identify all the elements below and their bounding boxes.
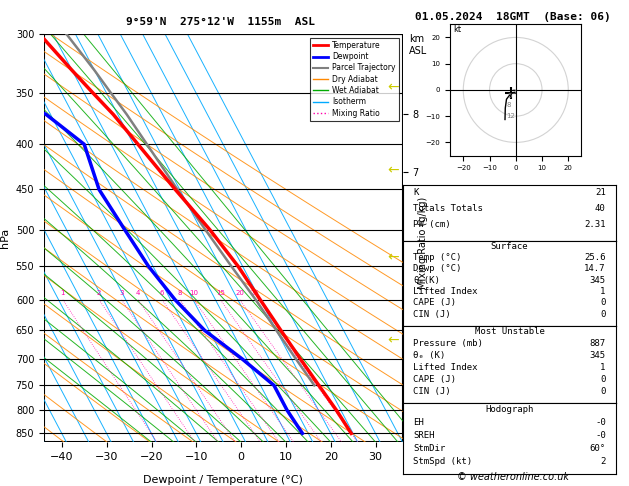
Text: StmDir: StmDir — [413, 444, 445, 453]
Text: EH: EH — [413, 418, 424, 427]
Text: 4: 4 — [136, 290, 140, 295]
Text: θₑ(K): θₑ(K) — [413, 276, 440, 285]
Text: 1: 1 — [60, 290, 65, 295]
Text: 0: 0 — [600, 387, 606, 396]
Text: © weatheronline.co.uk: © weatheronline.co.uk — [457, 472, 569, 482]
Text: 0: 0 — [600, 298, 606, 308]
Text: Dewp (°C): Dewp (°C) — [413, 264, 462, 274]
Text: Lifted Index: Lifted Index — [413, 363, 478, 372]
Text: Pressure (mb): Pressure (mb) — [413, 339, 483, 348]
Text: CAPE (J): CAPE (J) — [413, 298, 456, 308]
X-axis label: Dewpoint / Temperature (°C): Dewpoint / Temperature (°C) — [143, 475, 303, 485]
Text: Temp (°C): Temp (°C) — [413, 253, 462, 262]
Text: -0: -0 — [595, 431, 606, 440]
Text: 60°: 60° — [589, 444, 606, 453]
Text: 21: 21 — [595, 188, 606, 197]
Text: 14.7: 14.7 — [584, 264, 606, 274]
Text: θₑ (K): θₑ (K) — [413, 351, 445, 360]
Text: StmSpd (kt): StmSpd (kt) — [413, 456, 472, 466]
Text: ←: ← — [387, 333, 399, 347]
Text: 5: 5 — [508, 93, 512, 99]
Text: 345: 345 — [589, 276, 606, 285]
Text: Mixing Ratio (g/kg): Mixing Ratio (g/kg) — [418, 197, 428, 289]
Text: 1: 1 — [600, 287, 606, 296]
Text: 345: 345 — [589, 351, 606, 360]
Text: Hodograph: Hodograph — [486, 405, 533, 414]
Text: 2.31: 2.31 — [584, 220, 606, 229]
Text: PW (cm): PW (cm) — [413, 220, 451, 229]
Text: 01.05.2024  18GMT  (Base: 06): 01.05.2024 18GMT (Base: 06) — [415, 12, 611, 22]
Text: 1: 1 — [600, 363, 606, 372]
Text: -0: -0 — [595, 418, 606, 427]
Text: Totals Totals: Totals Totals — [413, 204, 483, 213]
Text: 3: 3 — [511, 88, 516, 95]
Text: ←: ← — [387, 81, 399, 94]
Text: 25: 25 — [251, 290, 260, 295]
Text: 40: 40 — [595, 204, 606, 213]
Text: K: K — [413, 188, 419, 197]
Text: SREH: SREH — [413, 431, 435, 440]
Text: 2: 2 — [600, 456, 606, 466]
Text: 20: 20 — [235, 290, 244, 295]
Text: 25.6: 25.6 — [584, 253, 606, 262]
Text: Surface: Surface — [491, 242, 528, 251]
Text: 12: 12 — [506, 113, 515, 119]
Text: Most Unstable: Most Unstable — [474, 327, 545, 336]
Text: 8: 8 — [177, 290, 182, 295]
Text: 0: 0 — [600, 375, 606, 384]
Text: 2: 2 — [97, 290, 101, 295]
Text: 9°59'N  275°12'W  1155m  ASL: 9°59'N 275°12'W 1155m ASL — [126, 17, 314, 27]
Text: CAPE (J): CAPE (J) — [413, 375, 456, 384]
Text: 10: 10 — [189, 290, 199, 295]
Text: km
ASL: km ASL — [409, 34, 427, 55]
Text: 887: 887 — [589, 339, 606, 348]
Text: LCL: LCL — [409, 384, 425, 393]
Text: CIN (J): CIN (J) — [413, 387, 451, 396]
Text: 6: 6 — [160, 290, 164, 295]
Y-axis label: hPa: hPa — [0, 228, 10, 248]
Text: CIN (J): CIN (J) — [413, 310, 451, 319]
Text: Lifted Index: Lifted Index — [413, 287, 478, 296]
Text: 3: 3 — [120, 290, 124, 295]
Text: 15: 15 — [216, 290, 225, 295]
Text: kt: kt — [453, 25, 461, 34]
Text: ←: ← — [387, 163, 399, 177]
Text: 0: 0 — [600, 310, 606, 319]
Legend: Temperature, Dewpoint, Parcel Trajectory, Dry Adiabat, Wet Adiabat, Isotherm, Mi: Temperature, Dewpoint, Parcel Trajectory… — [310, 38, 399, 121]
Text: ←: ← — [387, 251, 399, 264]
Text: 8: 8 — [506, 102, 511, 108]
